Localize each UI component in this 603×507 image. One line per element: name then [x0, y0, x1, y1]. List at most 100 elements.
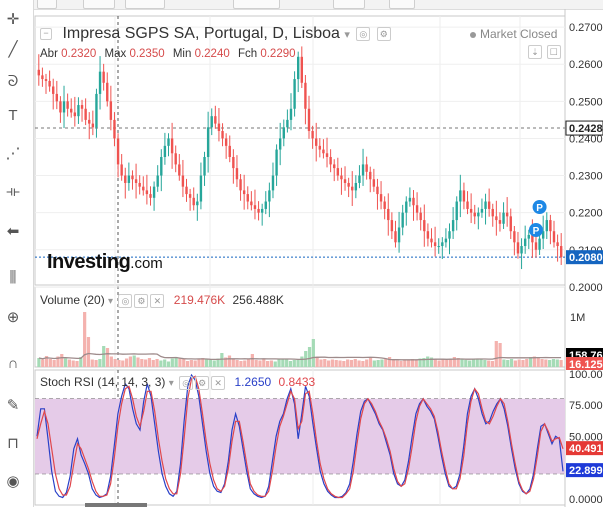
magnet-icon[interactable]: ∩ [7, 354, 19, 372]
volume-bar [326, 360, 331, 367]
candle-body [289, 108, 293, 120]
volume-bar [426, 356, 430, 367]
candle-body [455, 201, 458, 221]
market-status: Market Closed [470, 27, 557, 41]
volume-bar [403, 359, 407, 367]
candle-body [217, 123, 221, 132]
volume-bar [90, 359, 94, 367]
eye-icon[interactable]: ◉ [6, 473, 20, 490]
move-down-icon[interactable]: ⇣ [528, 45, 542, 59]
volume-bar [521, 360, 525, 367]
volume-bar [128, 356, 132, 367]
volume-bar [189, 360, 193, 367]
candle-body [271, 175, 275, 191]
pencil-lock-icon[interactable]: ✎ [6, 397, 20, 414]
settings-gear-icon[interactable]: ⚙ [376, 26, 391, 41]
candle-body [527, 234, 530, 239]
candle-body [534, 242, 538, 250]
toolbar-button[interactable] [333, 0, 365, 9]
toolbar-button[interactable] [83, 0, 115, 9]
toolbar-button[interactable] [389, 0, 415, 9]
candle-body [444, 238, 448, 243]
price-tick-label: 0.2200 [569, 208, 603, 220]
chevron-down-icon[interactable]: ▾ [344, 29, 350, 41]
volume-bar [464, 360, 468, 367]
candle-body [95, 93, 98, 128]
text-icon[interactable]: T [8, 106, 18, 124]
candle-body [235, 168, 239, 180]
candle-body [304, 82, 307, 109]
volume-bar [83, 312, 87, 367]
lock-icon[interactable]: ⊓ [7, 435, 19, 452]
settings-gear-icon[interactable]: ⚙ [195, 375, 210, 390]
brush-icon[interactable]: ᘐ [7, 72, 19, 90]
candle-body [545, 220, 548, 232]
volume-bar [159, 360, 163, 367]
candle-body [44, 79, 48, 81]
volume-bar [52, 360, 56, 367]
volume-bar [79, 357, 83, 367]
crosshair-icon[interactable]: ✛ [6, 11, 20, 28]
volume-bar [174, 357, 178, 367]
stoch-k-tag [566, 463, 603, 478]
candle-body [315, 138, 318, 146]
measure-icon[interactable]: ⟛ [6, 182, 20, 200]
toolbar-button[interactable] [233, 0, 280, 9]
candle-body [369, 171, 372, 180]
price-tick-label: 0.2300 [569, 171, 603, 183]
close-icon[interactable]: ✕ [150, 293, 165, 308]
stoch-d-tag-text: 40.491 [569, 443, 603, 455]
toolbar-button[interactable] [37, 0, 57, 9]
volume-bar [86, 337, 91, 367]
volume-bar [517, 359, 521, 367]
chevron-down-icon[interactable]: ▾ [108, 296, 114, 307]
back-arrow-icon[interactable]: ⬅ [6, 223, 20, 240]
trend-line-icon[interactable]: ╱ [8, 41, 18, 58]
price-tick-label: 0.2400 [569, 133, 603, 145]
candle-body [549, 220, 552, 232]
candles-icon[interactable]: ⫼ [9, 268, 17, 286]
chevron-down-icon[interactable]: ▾ [168, 378, 174, 389]
volume-bar [471, 359, 476, 367]
maximize-icon[interactable]: ☐ [546, 45, 561, 59]
volume-bar [273, 361, 277, 367]
logo-suffix: .com [130, 255, 163, 272]
volume-bar [296, 359, 300, 367]
volume-bar [140, 359, 144, 367]
candle-body [397, 227, 401, 243]
candle-body [405, 201, 408, 213]
volume-ma-value: 256.488K [232, 293, 284, 307]
candle-body [102, 71, 105, 83]
volume-bar [67, 359, 72, 367]
volume-bar [376, 360, 380, 367]
candle-body [333, 164, 336, 169]
toolbar-button[interactable] [125, 0, 165, 9]
volume-bar [433, 359, 437, 367]
eye-toggle-icon[interactable]: ◎ [356, 26, 371, 41]
max-label: Max [104, 48, 127, 60]
candle-body [109, 101, 113, 120]
zoom-in-icon[interactable]: ⊕ [6, 309, 20, 326]
settings-gear-icon[interactable]: ⚙ [134, 293, 149, 308]
time-scroll-handle [85, 503, 147, 507]
candle-body [170, 138, 174, 154]
candle-body [116, 138, 120, 165]
eye-toggle-icon[interactable]: ◎ [179, 375, 194, 390]
volume-bar [44, 356, 49, 367]
volume-bar [285, 359, 289, 367]
candle-body [293, 79, 296, 109]
candle-body [520, 246, 523, 254]
candle-body [142, 186, 145, 191]
pattern-icon[interactable]: ⋰ [5, 145, 21, 162]
candle-body [541, 231, 545, 239]
close-icon[interactable]: ✕ [211, 375, 226, 390]
volume-bar [166, 361, 171, 367]
price-tick-label: 0.2600 [569, 59, 603, 71]
candle-body [268, 190, 271, 202]
collapse-toggle[interactable]: − [40, 27, 52, 40]
volume-bar [487, 360, 491, 367]
candle-body [513, 231, 516, 243]
eye-toggle-icon[interactable]: ◎ [118, 293, 133, 308]
volume-bar [380, 359, 384, 367]
